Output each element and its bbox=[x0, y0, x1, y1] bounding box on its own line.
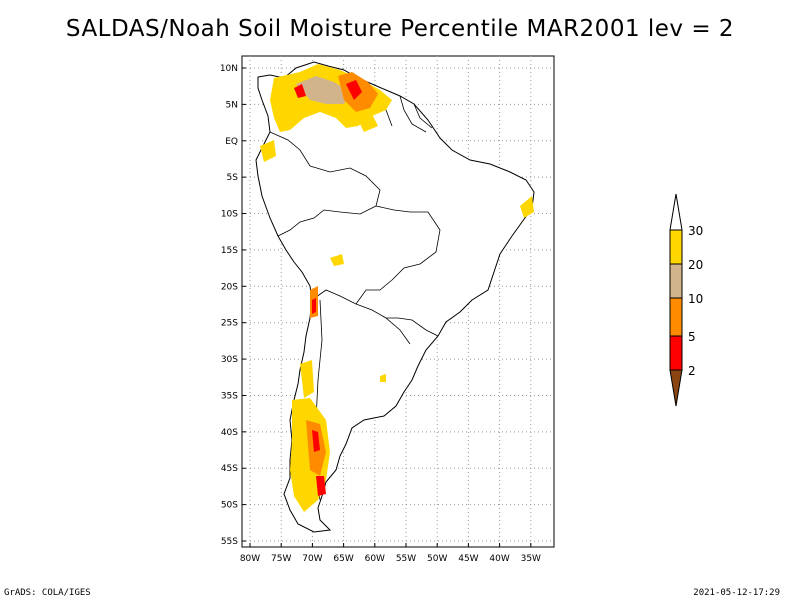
latitude-labels: 10N 5N EQ 5S 10S 15S 20S 25S 30S 35S 40S 45S 50S 55S bbox=[220, 64, 238, 547]
legend-label: 2 bbox=[688, 364, 696, 378]
lat-tick-label: 45S bbox=[221, 464, 238, 474]
lon-tick-label: 65W bbox=[333, 554, 353, 564]
lon-tick-label: 60W bbox=[365, 554, 385, 564]
lat-tick-label: 35S bbox=[221, 391, 238, 401]
shade-patch-north-red bbox=[346, 80, 362, 100]
legend-label: 10 bbox=[688, 292, 703, 306]
longitude-labels: 80W 75W 70W 65W 60W 55W 50W 45W 40W 35W bbox=[240, 554, 541, 564]
lon-tick-label: 80W bbox=[240, 554, 260, 564]
legend-above-30 bbox=[669, 193, 683, 231]
map-frame bbox=[241, 55, 555, 548]
footer-credit: GrADS: COLA/IGES bbox=[4, 588, 91, 598]
lon-tick-label: 35W bbox=[521, 554, 541, 564]
legend-label: 30 bbox=[688, 224, 703, 238]
shade-patch-patagonia-red bbox=[312, 430, 320, 452]
lat-tick-label: 30S bbox=[221, 355, 238, 365]
legend-label: 20 bbox=[688, 258, 703, 272]
legend-colorbar: 2 5 10 20 30 bbox=[669, 193, 703, 407]
shade-patch-north-red-2 bbox=[294, 84, 306, 98]
shade-patch-argentina-yellow bbox=[300, 360, 314, 398]
lon-tick-label: 45W bbox=[458, 554, 478, 564]
shade-patch-chile-north-red bbox=[312, 298, 316, 314]
shade-patch-venezuela-yellow bbox=[356, 114, 378, 132]
footer-timestamp: 2021-05-12-17:29 bbox=[693, 588, 780, 598]
lat-tick-label: 20S bbox=[221, 282, 238, 292]
lon-tick-label: 50W bbox=[427, 554, 447, 564]
chart-title: SALDAS/Noah Soil Moisture Percentile MAR… bbox=[65, 16, 735, 42]
lat-tick-label: EQ bbox=[225, 137, 238, 147]
continent-outline bbox=[255, 61, 535, 533]
legend-20-30 bbox=[669, 229, 683, 265]
lon-tick-label: 70W bbox=[302, 554, 322, 564]
lat-tick-label: 50S bbox=[221, 501, 238, 511]
legend-2-5 bbox=[669, 335, 683, 371]
legend-10-20 bbox=[669, 263, 683, 299]
shade-patch-colombia-yellow bbox=[260, 140, 276, 162]
legend-below-2 bbox=[669, 369, 683, 407]
shade-patch-uruguay-yellow bbox=[380, 374, 386, 382]
shade-patch-north-tan bbox=[296, 76, 350, 104]
lat-tick-label: 55S bbox=[221, 537, 238, 547]
lat-tick-label: 10S bbox=[221, 210, 238, 220]
lat-tick-label: 25S bbox=[221, 319, 238, 329]
lat-tick-label: 15S bbox=[221, 246, 238, 256]
lat-tick-label: 5S bbox=[227, 173, 239, 183]
lat-tick-label: 40S bbox=[221, 428, 238, 438]
shade-patch-brazil-east-yellow bbox=[520, 196, 534, 218]
shade-patch-bolivia-yellow bbox=[330, 254, 344, 266]
lon-tick-label: 75W bbox=[271, 554, 291, 564]
legend-label: 5 bbox=[688, 330, 696, 344]
legend-5-10 bbox=[669, 297, 683, 337]
percentile-shading bbox=[260, 64, 534, 512]
country-borders bbox=[269, 77, 441, 501]
shade-patch-patagonia-red-2 bbox=[316, 476, 326, 496]
lon-tick-label: 40W bbox=[489, 554, 509, 564]
lat-tick-label: 10N bbox=[220, 64, 238, 74]
lon-tick-label: 55W bbox=[396, 554, 416, 564]
lat-tick-label: 5N bbox=[226, 100, 238, 110]
